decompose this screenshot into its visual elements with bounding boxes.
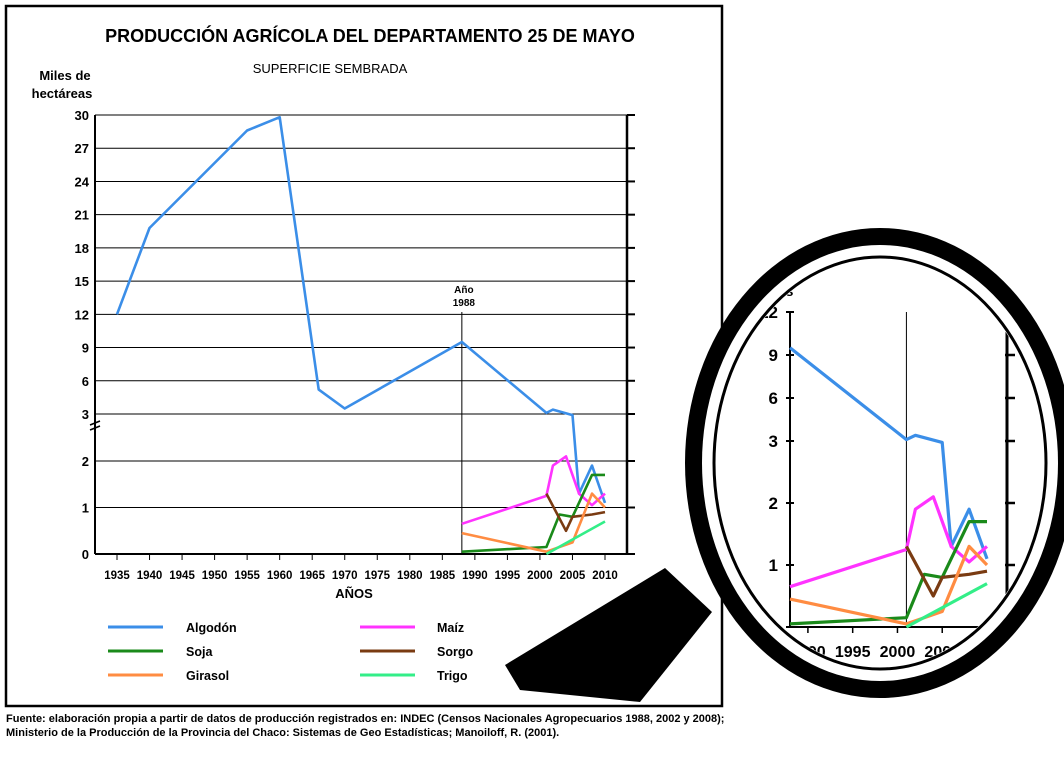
source-note: Fuente: elaboración propia a partir de d… [6, 713, 725, 739]
y-tick-label: 2 [82, 454, 89, 469]
annotation-year: 1988 [453, 298, 476, 309]
grid-lines [95, 114, 635, 555]
zoom-series-line-girasol [789, 544, 989, 626]
zoom-y-tick-label: 3 [769, 432, 778, 451]
series-lines [115, 115, 607, 556]
zoom-y-tick-label: 1 [769, 556, 778, 575]
zoom-y-tick-label: 9 [769, 346, 778, 365]
axis-break [89, 425, 101, 431]
x-tick-label: 1980 [397, 570, 423, 582]
y-tick-label: 27 [75, 141, 89, 156]
zoom-x-tick-label: 2000 [880, 644, 916, 661]
x-tick-label: 1940 [137, 570, 163, 582]
legend-label: Maíz [437, 621, 464, 635]
zoom-series-line-sorgo [904, 545, 988, 598]
zoom-y-tick-label: 6 [769, 389, 778, 408]
x-tick-label: 1995 [495, 570, 521, 582]
x-tick-label: 1970 [332, 570, 358, 582]
x-tick-label: 1975 [364, 570, 390, 582]
magnifier-handle [505, 568, 712, 702]
y-tick-label: 30 [75, 108, 89, 123]
magnifier-lens: 01236912Miles dehectáreas199019952000200… [685, 228, 1064, 698]
axis-break [89, 420, 101, 426]
zoom-series-line-algodón [789, 346, 989, 560]
year-annotation: Año 1988 [453, 285, 476, 554]
y-tick-label: 0 [82, 547, 89, 562]
y-tick-label: 21 [75, 208, 89, 223]
x-tick-label: 1960 [267, 570, 293, 582]
chart-title: PRODUCCIÓN AGRÍCOLA DEL DEPARTAMENTO 25 … [105, 25, 635, 46]
x-tick-label: 1945 [169, 570, 195, 582]
y-tick-label: 24 [75, 174, 90, 189]
y-tick-label: 12 [75, 307, 89, 322]
x-axis-label: AÑOS [335, 586, 373, 601]
x-tick-label: 1950 [202, 570, 228, 582]
y-tick-label: 3 [82, 407, 89, 422]
legend-label: Trigo [437, 669, 468, 683]
x-tick-label: 1965 [299, 570, 325, 582]
y-tick-label: 1 [82, 501, 89, 516]
legend-label: Algodón [186, 621, 237, 635]
annotation-label: Año [454, 285, 473, 296]
legend-label: Sorgo [437, 645, 473, 659]
legend: Algodón Soja Girasol Maíz Sorgo Trigo [108, 621, 473, 683]
y-axis-label-line1: Miles de [39, 68, 90, 83]
zoom-y-tick-label: 2 [769, 494, 778, 513]
y-tick-label: 9 [82, 341, 89, 356]
x-tick-label: 2010 [592, 570, 618, 582]
axes [89, 115, 629, 560]
x-tick-label: 2005 [560, 570, 586, 582]
zoom-x-tick-label: 1995 [835, 644, 871, 661]
x-tick-label: 1935 [104, 570, 130, 582]
y-tick-label: 15 [75, 274, 89, 289]
legend-label: Soja [186, 645, 213, 659]
y-tick-label: 6 [82, 374, 89, 389]
y-tick-label: 18 [75, 241, 89, 256]
series-line-trigo [545, 520, 606, 556]
series-line-girasol [461, 492, 606, 553]
chart-subtitle: SUPERFICIE SEMBRADA [253, 61, 408, 76]
legend-label: Girasol [186, 669, 229, 683]
x-tick-label: 2000 [527, 570, 553, 582]
y-axis-label-line2: hectáreas [32, 86, 93, 101]
x-tick-label: 1955 [234, 570, 260, 582]
x-tick-label: 1990 [462, 570, 488, 582]
series-line-algodón [115, 115, 607, 504]
zoom-series-line-trigo [905, 582, 988, 629]
x-tick-label: 1985 [430, 570, 456, 582]
series-line-sorgo [545, 492, 606, 533]
